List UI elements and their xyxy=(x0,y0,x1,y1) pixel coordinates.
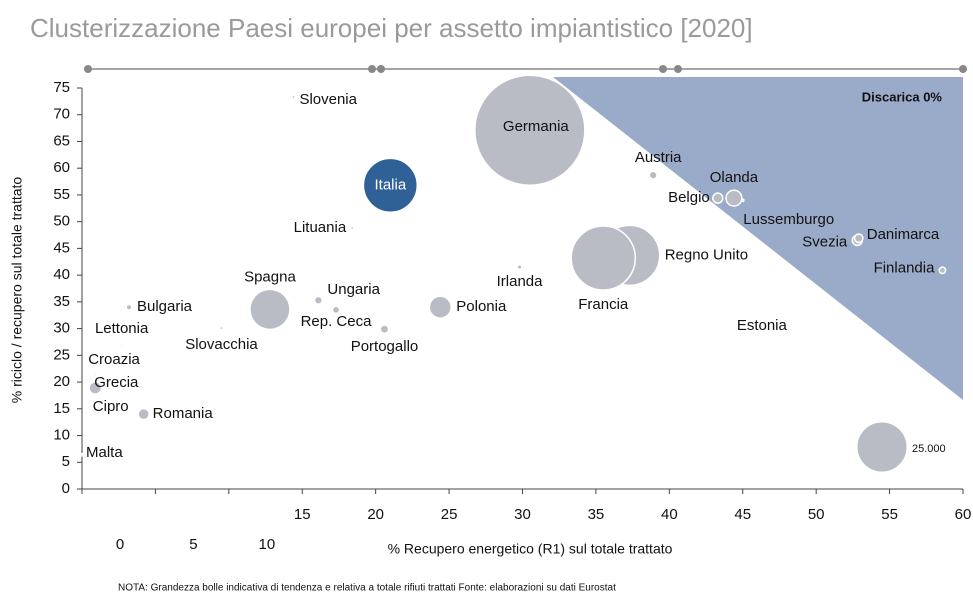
bubble xyxy=(428,295,452,319)
bubble xyxy=(570,225,637,291)
bubble xyxy=(648,170,658,180)
point-label: Grecia xyxy=(94,374,139,391)
x-tick-label: 55 xyxy=(881,506,898,523)
point-label: Bulgaria xyxy=(137,298,193,315)
y-tick-label: 25 xyxy=(53,346,70,363)
y-tick-label: 5 xyxy=(62,453,70,470)
bubble xyxy=(725,189,743,207)
point-label: Spagna xyxy=(244,268,296,285)
x-axis-label: % Recupero energetico (R1) sul totale tr… xyxy=(388,541,673,557)
point-label: Irlanda xyxy=(497,273,544,290)
bubble xyxy=(712,192,724,204)
y-tick-label: 70 xyxy=(53,106,70,123)
point-label: Olanda xyxy=(710,169,759,186)
point-label: Malta xyxy=(86,444,123,461)
bubble xyxy=(219,325,224,331)
bubble xyxy=(938,266,947,275)
y-tick-label: 30 xyxy=(53,320,70,337)
y-tick-label: 50 xyxy=(53,213,70,230)
y-tick-label: 45 xyxy=(53,239,70,256)
x-tick-label: 10 xyxy=(258,536,275,553)
point-label: Slovacchia xyxy=(185,336,258,353)
footnote: NOTA: Grandezza bolle indicativa di tend… xyxy=(118,583,616,594)
x-tick-label: 0 xyxy=(116,536,124,553)
x-tick-label: 5 xyxy=(189,536,197,553)
bubble xyxy=(137,407,150,421)
region-annotation: Discarica 0% xyxy=(862,89,943,104)
y-tick-label: 55 xyxy=(53,186,70,203)
bubble xyxy=(474,74,586,186)
y-tick-label: 0 xyxy=(62,480,70,497)
x-tick-label: 20 xyxy=(367,506,384,523)
point-label: Romania xyxy=(153,405,214,422)
point-label: Slovenia xyxy=(299,91,357,108)
point-label: Francia xyxy=(578,296,629,313)
point-label: Regno Unito xyxy=(665,246,748,263)
point-label: Rep. Ceca xyxy=(301,313,373,330)
point-label: Lettonia xyxy=(95,320,149,337)
bubble xyxy=(331,305,341,315)
bubble xyxy=(88,381,103,395)
y-tick-label: 20 xyxy=(53,373,70,390)
point-label: Ungaria xyxy=(327,281,380,298)
size-legend-bubble xyxy=(856,421,908,473)
point-label: Polonia xyxy=(456,298,507,315)
bubble xyxy=(853,233,864,244)
bubble xyxy=(313,295,324,305)
bubble xyxy=(80,452,84,457)
x-tick-label: 45 xyxy=(734,506,751,523)
point-label: Finlandia xyxy=(874,259,936,276)
point-label: Svezia xyxy=(802,233,848,250)
point-label: Belgio xyxy=(668,189,710,206)
x-tick-label: 60 xyxy=(955,506,972,523)
point-label: Estonia xyxy=(737,317,788,334)
y-tick-label: 35 xyxy=(53,293,70,310)
bubble xyxy=(93,372,98,376)
x-tick-label: 15 xyxy=(294,506,311,523)
bubble xyxy=(349,225,355,231)
bubble xyxy=(119,343,124,348)
bubble xyxy=(379,324,390,335)
y-tick-label: 15 xyxy=(53,400,70,417)
bubble xyxy=(740,198,745,203)
point-label: Portogallo xyxy=(351,338,419,355)
point-label: Italia xyxy=(375,176,407,193)
bubble xyxy=(88,398,93,403)
x-tick-label: 30 xyxy=(514,506,531,523)
y-tick-label: 65 xyxy=(53,132,70,149)
size-legend-label: 25.000 xyxy=(912,443,946,455)
plot-area: Discarica 0%0510152025303540455055606570… xyxy=(53,74,972,553)
y-tick-label: 10 xyxy=(53,427,70,444)
y-axis-label: % riciclo / recupero sul totale trattato xyxy=(9,177,25,404)
landfill-region xyxy=(553,77,963,400)
range-bar xyxy=(84,65,967,73)
chart-title: Clusterizzazione Paesi europei per asset… xyxy=(30,13,753,43)
bubble xyxy=(516,264,523,271)
x-tick-label: 35 xyxy=(588,506,605,523)
point-label: Lituania xyxy=(294,219,347,236)
y-tick-label: 40 xyxy=(53,266,70,283)
point-label: Lussemburgo xyxy=(743,211,834,228)
y-tick-label: 60 xyxy=(53,159,70,176)
x-tick-label: 25 xyxy=(441,506,458,523)
point-label: Cipro xyxy=(93,398,129,415)
point-label: Germania xyxy=(503,118,570,135)
x-tick-label: 40 xyxy=(661,506,678,523)
bubble xyxy=(759,324,764,328)
bubble xyxy=(249,288,291,331)
point-label: Austria xyxy=(635,149,682,166)
bubble xyxy=(291,94,296,100)
bubble xyxy=(362,157,419,213)
y-tick-label: 75 xyxy=(53,79,70,96)
point-label: Danimarca xyxy=(867,226,940,243)
point-label: Croazia xyxy=(88,351,140,368)
x-tick-label: 50 xyxy=(808,506,825,523)
bubble xyxy=(125,303,133,311)
